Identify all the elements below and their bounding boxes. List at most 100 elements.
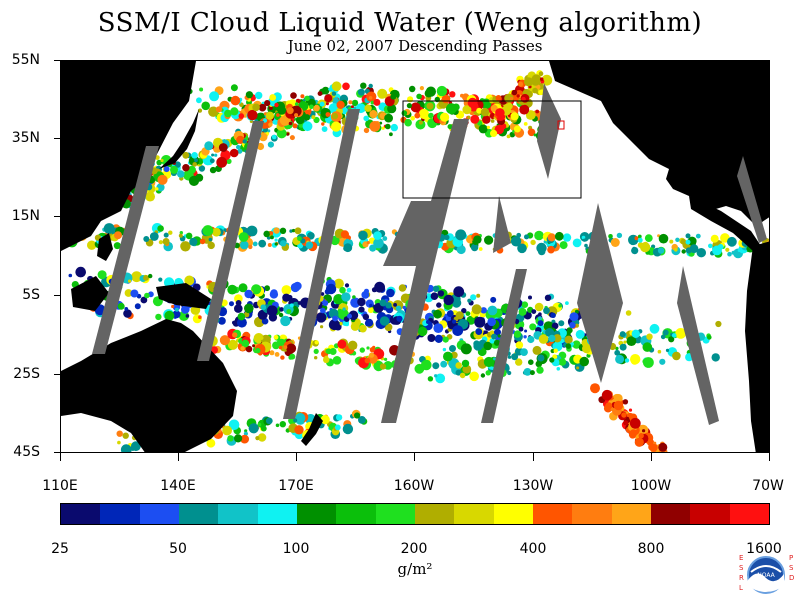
cloud-speck	[708, 244, 713, 249]
cloud-speck	[324, 94, 332, 102]
cloud-speck	[467, 116, 470, 119]
cloud-speck	[727, 252, 732, 257]
lat-label: 25S	[4, 366, 40, 382]
south-america-landmass	[745, 241, 770, 453]
cloud-speck	[538, 316, 542, 320]
cloud-speck	[170, 166, 178, 174]
cloud-speck	[164, 233, 169, 238]
cloud-speck	[426, 320, 430, 324]
cloud-speck	[255, 436, 259, 440]
cloud-speck	[496, 95, 502, 101]
cloud-speck	[659, 359, 665, 365]
cloud-speck	[530, 240, 535, 245]
cloud-speck	[467, 299, 471, 303]
cloud-speck	[314, 356, 317, 359]
cloud-speck	[453, 286, 464, 297]
cloud-speck	[196, 97, 202, 103]
cloud-speck	[548, 335, 555, 342]
cloud-speck	[186, 233, 193, 240]
cloud-speck	[461, 343, 472, 354]
cloud-speck	[434, 374, 437, 377]
cloud-speck	[306, 242, 313, 249]
cloud-speck	[318, 91, 323, 96]
cloud-speck	[470, 294, 476, 300]
cloud-speck	[268, 243, 272, 247]
cloud-speck	[452, 325, 463, 336]
cloud-speck	[532, 88, 538, 94]
cloud-speck	[316, 312, 326, 322]
cloud-speck	[411, 102, 421, 112]
cloud-speck	[455, 362, 462, 369]
cloud-speck	[201, 102, 210, 111]
cloud-speck	[369, 121, 380, 132]
cloud-speck	[263, 231, 270, 238]
cloud-speck	[524, 330, 527, 333]
cloud-speck	[522, 301, 529, 308]
cloud-speck	[524, 122, 528, 126]
cloud-speck	[214, 154, 217, 157]
lat-label: 15N	[4, 208, 40, 224]
cloud-speck	[337, 340, 346, 349]
cloud-speck	[524, 77, 533, 86]
cloud-speck	[410, 116, 415, 121]
cloud-speck	[199, 88, 203, 92]
cloud-speck	[629, 409, 632, 412]
cloud-speck	[545, 295, 551, 301]
cloud-speck	[631, 247, 638, 254]
cloud-speck	[288, 355, 293, 360]
lat-label: 55N	[4, 52, 40, 68]
cloud-speck	[715, 321, 721, 327]
cloud-speck	[384, 358, 387, 361]
cloud-speck	[331, 122, 341, 132]
cloud-speck	[554, 349, 558, 353]
cloud-speck	[438, 290, 444, 296]
cloud-speck	[516, 341, 524, 349]
cloud-speck	[209, 238, 213, 242]
cloud-speck	[230, 149, 239, 158]
cloud-speck	[182, 164, 189, 171]
cloud-speck	[295, 102, 299, 106]
cloud-speck	[486, 370, 491, 375]
cloud-speck	[543, 307, 550, 314]
cloud-speck	[487, 318, 496, 327]
cloud-speck	[427, 103, 434, 110]
cloud-speck	[436, 302, 441, 307]
cloud-speck	[358, 307, 364, 313]
lon-label: 140E	[148, 478, 208, 494]
cloud-speck	[462, 360, 469, 367]
colorbar-label: 50	[148, 541, 208, 557]
cloud-speck	[347, 288, 352, 293]
cloud-speck	[280, 228, 286, 234]
colorbar-label: 100	[266, 541, 326, 557]
cloud-speck	[602, 390, 613, 401]
lon-label: 160W	[384, 478, 444, 494]
cloud-speck	[626, 310, 632, 316]
cloud-speck	[563, 233, 571, 241]
cloud-speck	[339, 322, 342, 325]
cloud-speck	[533, 346, 542, 355]
cloud-speck	[559, 358, 567, 366]
cloud-speck	[361, 291, 369, 299]
cloud-speck	[231, 84, 238, 91]
cloud-speck	[623, 341, 626, 344]
cloud-speck	[287, 295, 292, 300]
cloud-speck	[650, 444, 658, 452]
cloud-speck	[175, 308, 179, 312]
cloud-speck	[524, 234, 529, 239]
cloud-speck	[330, 348, 337, 355]
cloud-speck	[558, 304, 562, 308]
colorbar-swatch	[336, 504, 375, 524]
cloud-speck	[534, 231, 544, 241]
cloud-speck	[449, 345, 456, 352]
cloud-speck	[314, 349, 319, 354]
cloud-speck	[322, 126, 328, 132]
cloud-speck	[373, 99, 380, 106]
cloud-speck	[640, 242, 650, 252]
cloud-speck	[384, 114, 393, 123]
cloud-speck	[614, 401, 623, 410]
cloud-speck	[674, 248, 678, 252]
cloud-speck	[155, 314, 161, 320]
cloud-speck	[360, 83, 366, 89]
